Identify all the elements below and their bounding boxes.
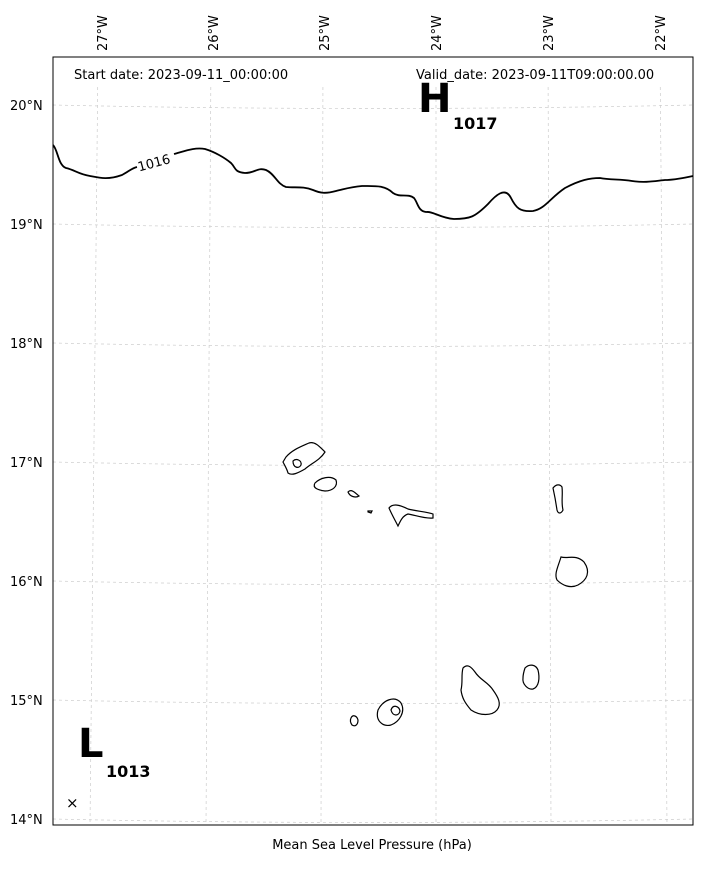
lat-label: 15°N xyxy=(10,694,43,709)
isobar-label: 1016 xyxy=(136,152,172,175)
island-sao-vicente xyxy=(313,476,338,492)
start-date-label: Start date: 2023-09-11_00:00:00 xyxy=(74,68,288,83)
high-value: 1017 xyxy=(453,114,498,133)
island-santa-luzia xyxy=(347,490,361,498)
map-caption: Mean Sea Level Pressure (hPa) xyxy=(272,838,472,853)
latitude-labels: 20°N 19°N 18°N 17°N 16°N 15°N 14°N xyxy=(10,99,43,828)
island-fogo-peak xyxy=(390,705,401,716)
header-band xyxy=(53,57,693,85)
island-boa-vista xyxy=(555,556,589,588)
island-brava xyxy=(349,715,359,727)
lat-label: 17°N xyxy=(10,456,43,471)
lat-label: 16°N xyxy=(10,575,43,590)
lon-label: 23°W xyxy=(542,15,557,51)
island-santiago xyxy=(460,665,500,716)
low-pressure-center: L 1013 × xyxy=(66,721,151,812)
island-fogo xyxy=(376,698,404,726)
longitude-labels: 27°W 26°W 25°W 24°W 23°W 22°W xyxy=(96,15,669,51)
low-value: 1013 xyxy=(106,762,151,781)
island-santo-antao xyxy=(282,442,326,475)
valid-date-label: Valid_date: 2023-09-11T09:00:00.00 xyxy=(416,68,654,83)
coastlines xyxy=(282,442,589,727)
lon-label: 27°W xyxy=(96,15,111,51)
lat-label: 18°N xyxy=(10,337,43,352)
lat-label: 20°N xyxy=(10,99,43,114)
low-symbol: L xyxy=(78,721,104,767)
lon-label: 25°W xyxy=(318,15,333,51)
lon-label: 22°W xyxy=(654,15,669,51)
island-branco xyxy=(367,510,373,514)
high-pressure-center: H 1017 xyxy=(418,76,498,133)
island-sal xyxy=(552,484,564,514)
lat-label: 19°N xyxy=(10,218,43,233)
island-sao-nicolau xyxy=(388,504,434,528)
map-frame xyxy=(52,56,694,826)
lat-label: 14°N xyxy=(10,813,43,828)
lon-label: 24°W xyxy=(430,15,445,51)
island-maio xyxy=(522,664,540,690)
lon-label: 26°W xyxy=(207,15,222,51)
isobar-1016-line xyxy=(52,144,694,220)
low-marker: × xyxy=(66,794,79,812)
high-symbol: H xyxy=(418,76,451,122)
graticule xyxy=(52,56,694,826)
island-santo-antao-peak xyxy=(292,459,302,468)
